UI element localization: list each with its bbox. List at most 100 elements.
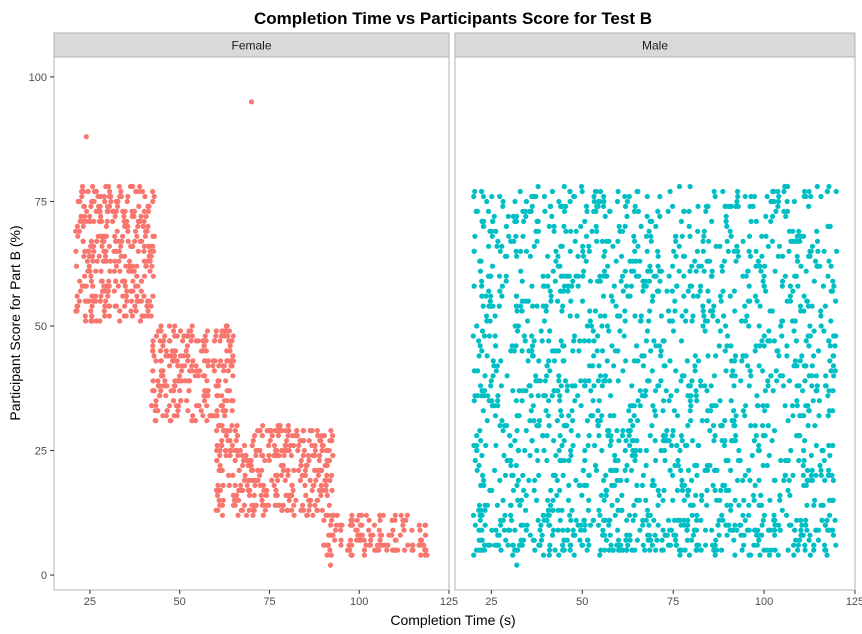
data-point-female xyxy=(291,512,297,518)
data-point-female xyxy=(241,502,247,508)
data-point-female xyxy=(139,238,145,244)
data-point-male xyxy=(793,537,799,543)
data-point-female xyxy=(110,218,116,224)
data-point-female xyxy=(113,263,119,269)
data-point-male xyxy=(497,193,503,200)
data-point-male xyxy=(632,313,638,319)
data-point-female xyxy=(330,532,336,538)
data-point-male xyxy=(567,542,573,548)
data-point-male xyxy=(771,428,778,434)
data-point-male xyxy=(614,198,621,205)
data-point-female xyxy=(294,428,300,434)
data-point-male xyxy=(692,258,698,264)
data-point-female xyxy=(153,398,159,404)
data-point-male xyxy=(481,223,487,229)
data-point-male xyxy=(482,522,488,528)
data-point-female xyxy=(125,193,131,200)
data-point-female xyxy=(285,423,291,429)
data-point-male xyxy=(828,368,834,374)
data-point-male xyxy=(653,223,659,229)
data-point-male xyxy=(626,193,632,200)
data-point-male xyxy=(742,517,748,523)
data-point-male xyxy=(685,467,692,473)
data-point-male xyxy=(766,452,772,459)
data-point-male xyxy=(647,547,653,553)
data-point-female xyxy=(219,328,225,334)
data-point-female xyxy=(289,482,295,488)
data-point-female xyxy=(321,542,327,548)
data-point-female xyxy=(86,253,92,259)
data-point-male xyxy=(783,512,790,518)
data-point-male xyxy=(487,228,493,234)
data-point-male xyxy=(640,517,646,523)
data-point-female xyxy=(204,378,210,384)
data-point-female xyxy=(315,497,321,503)
data-point-male xyxy=(521,218,527,224)
data-point-male xyxy=(533,193,539,200)
data-point-male xyxy=(557,433,563,439)
data-point-male xyxy=(579,298,586,304)
data-point-female xyxy=(306,507,312,513)
data-point-male xyxy=(589,228,595,234)
data-point-male xyxy=(824,552,830,558)
data-point-male xyxy=(509,343,515,349)
data-point-female xyxy=(359,532,365,538)
data-point-male xyxy=(655,248,661,254)
data-point-male xyxy=(785,487,791,493)
data-point-male xyxy=(512,527,518,533)
data-point-male xyxy=(653,343,659,349)
data-point-female xyxy=(266,452,272,459)
data-point-male xyxy=(508,348,514,354)
data-point-male xyxy=(508,238,514,244)
data-point-male xyxy=(735,253,742,259)
data-point-female xyxy=(361,547,367,553)
data-point-female xyxy=(403,517,409,523)
data-point-female xyxy=(259,433,265,439)
data-point-male xyxy=(746,283,752,289)
data-point-female xyxy=(128,288,134,294)
data-point-male xyxy=(614,497,621,503)
data-point-male xyxy=(580,248,586,254)
data-point-male xyxy=(627,532,633,538)
data-point-male xyxy=(591,198,597,205)
data-point-male xyxy=(567,512,573,518)
data-point-male xyxy=(500,203,506,209)
data-point-male xyxy=(575,393,581,399)
data-point-male xyxy=(751,438,758,444)
data-point-male xyxy=(471,283,477,289)
data-point-female xyxy=(88,278,94,284)
data-point-male xyxy=(681,293,687,299)
data-point-male xyxy=(631,208,638,214)
data-point-female xyxy=(263,502,269,508)
data-point-male xyxy=(568,452,574,459)
data-point-male xyxy=(769,308,776,314)
data-point-female xyxy=(324,457,330,464)
data-point-male xyxy=(660,547,666,553)
data-point-male xyxy=(806,537,812,543)
data-point-male xyxy=(759,522,765,528)
data-point-male xyxy=(643,497,649,503)
data-point-male xyxy=(777,527,783,533)
data-point-male xyxy=(658,447,664,454)
data-point-male xyxy=(782,273,789,279)
data-point-female xyxy=(321,517,327,523)
data-point-male xyxy=(794,258,801,264)
data-point-male xyxy=(596,433,602,439)
data-point-female xyxy=(113,208,119,214)
data-point-male xyxy=(479,278,485,284)
data-point-male xyxy=(528,393,534,399)
data-point-female xyxy=(232,457,238,464)
data-point-male xyxy=(601,532,608,538)
data-point-male xyxy=(729,373,735,379)
data-point-male xyxy=(713,243,719,249)
data-point-male xyxy=(604,238,610,244)
data-point-male xyxy=(716,517,722,523)
data-point-male xyxy=(776,353,782,359)
data-point-male xyxy=(540,273,546,279)
data-point-female xyxy=(84,208,90,214)
data-point-male xyxy=(527,532,533,538)
data-point-male xyxy=(809,303,815,309)
data-point-female xyxy=(114,228,120,234)
data-point-female xyxy=(200,348,206,354)
data-point-male xyxy=(719,263,725,269)
